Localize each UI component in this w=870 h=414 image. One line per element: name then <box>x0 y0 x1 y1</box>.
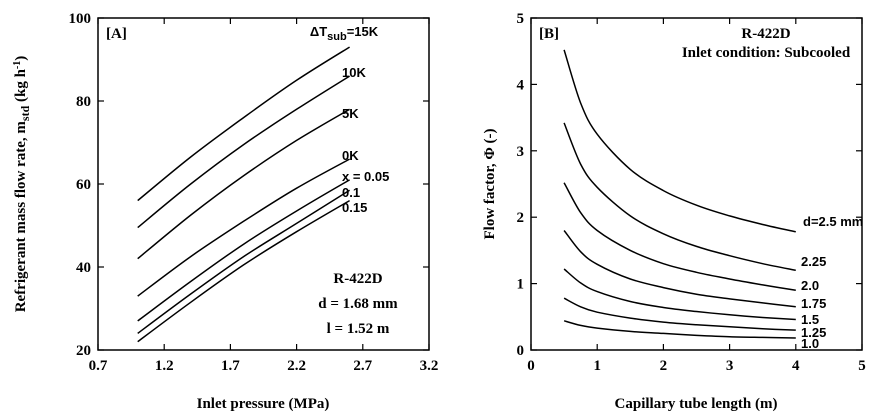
panel-a-x-tick-label: 2.7 <box>353 358 372 374</box>
panel-a-series-line-6 <box>137 199 350 343</box>
panel-a-top-label-prefix: ΔT <box>310 24 327 39</box>
panel-b-y-tick-label: 5 <box>517 11 525 27</box>
panel-a-y-label-sub: std <box>18 105 32 121</box>
panel-a-y-tick-label: 40 <box>76 260 91 276</box>
panel-b-series-label-20: 2.0 <box>801 278 819 293</box>
panel-b-series-line-5 <box>563 297 796 331</box>
panel-b-y-tick-label: 2 <box>517 210 525 226</box>
panel-b-label: [B] <box>539 26 559 42</box>
panel-a-y-label-main: Refrigerant mass flow rate, m <box>13 121 29 313</box>
panel-a-series-label-10k: 10K <box>342 65 366 80</box>
panel-a-y-tick-label: 20 <box>76 343 91 359</box>
panel-b-title: R-422D <box>741 26 790 42</box>
panel-a-series-line-0 <box>137 46 350 202</box>
panel-a-x-tick-label: 2.2 <box>287 358 306 374</box>
panel-b-series <box>563 49 796 339</box>
panel-b-x-tick-label: 1 <box>593 358 601 374</box>
panel-a-y-tick-label: 80 <box>76 94 91 110</box>
panel-b-series-label-10: 1.0 <box>801 336 819 351</box>
panel-b-y-tick-label: 0 <box>517 343 525 359</box>
panel-b-y-tick-label: 1 <box>517 277 525 293</box>
panel-a-series-label-015: 0.15 <box>342 200 367 215</box>
panel-b-series-line-1 <box>563 122 796 272</box>
panel-a-y-label-sup: -1 <box>12 61 23 69</box>
panel-a-label: [A] <box>106 26 127 42</box>
panel-a-y-axis-label: Refrigerant mass flow rate, mstd (kg h-1… <box>12 56 32 313</box>
panel-a-series-line-4 <box>137 179 350 322</box>
panel-b-x-tick-label: 5 <box>858 358 866 374</box>
panel-b-x-tick-label: 3 <box>726 358 734 374</box>
panel-b-x-axis-label: Capillary tube length (m) <box>615 396 778 412</box>
panel-b-series-label-225: 2.25 <box>801 254 826 269</box>
panel-b-x-tick-label: 4 <box>792 358 800 374</box>
panel-b-x-tick-label: 0 <box>527 358 535 374</box>
panel-a-y-label-unit: (kg h <box>13 68 29 105</box>
panel-a-x-tick-label: 1.2 <box>155 358 174 374</box>
panel-b-subtitle: Inlet condition: Subcooled <box>682 45 851 61</box>
panel-a-series-label-01: 0.1 <box>342 185 360 200</box>
panel-a-x-axis-label: Inlet pressure (MPa) <box>197 396 330 412</box>
panel-a-top-label-suffix: =15K <box>347 24 379 39</box>
panel-a-series-line-5 <box>137 189 350 334</box>
panel-a-info-refrigerant: R-422D <box>333 271 382 287</box>
panel-a-series <box>137 46 350 343</box>
panel-b-series-line-3 <box>563 230 796 308</box>
panel-a-series-line-1 <box>137 75 350 229</box>
panel-a-series-label-5k: 5K <box>342 106 359 121</box>
panel-b-series-line-2 <box>563 182 796 291</box>
panel-a-top-series-label: ΔTsub=15K <box>310 24 379 43</box>
panel-b-series-line-0 <box>563 49 796 233</box>
panel-b-ticks: 0 1 2 3 4 5 0 1 2 3 4 5 <box>517 11 866 374</box>
panel-b-y-tick-label: 3 <box>517 144 525 160</box>
panel-b-series-label-15: 1.5 <box>801 312 819 327</box>
panel-a-x-tick-label: 0.7 <box>89 358 108 374</box>
panel-b-y-axis-label: Flow factor, Φ (-) <box>482 128 498 239</box>
panel-a-top-label-sub: sub <box>327 31 347 43</box>
panel-b-series-line-6 <box>563 320 796 339</box>
panel-a-series-line-2 <box>137 108 350 260</box>
panel-a-x-tick-label: 3.2 <box>420 358 439 374</box>
panel-a-y-tick-label: 60 <box>76 177 91 193</box>
panel-a-x-tick-label: 1.7 <box>221 358 240 374</box>
panel-a-series-line-3 <box>137 158 350 297</box>
panel-a-y-label-close: ) <box>13 56 29 61</box>
panel-b-series-line-4 <box>563 268 796 321</box>
panel-b: [B] R-422D Inlet condition: Subcooled 0 1… <box>482 11 866 412</box>
panel-a-series-label-0k: 0K <box>342 148 359 163</box>
panel-a-info-length: l = 1.52 m <box>327 321 390 337</box>
panel-b-x-tick-label: 2 <box>660 358 668 374</box>
panel-b-y-tick-label: 4 <box>517 77 525 93</box>
panel-b-series-label-175: 1.75 <box>801 296 826 311</box>
panel-a-info-diameter: d = 1.68 mm <box>318 296 398 312</box>
panel-a-y-tick-label: 100 <box>69 11 92 27</box>
panel-b-plot-frame <box>530 17 863 351</box>
panel-b-series-label-d25: d=2.5 mm <box>803 214 863 229</box>
panel-a-series-label-x005: x = 0.05 <box>342 169 389 184</box>
panel-a: [A] 0.7 1.2 1.7 2.2 2.7 3.2 20 40 60 80 100 ΔTsub=… <box>12 11 438 412</box>
panel-b-series-label-125: 1.25 <box>801 325 826 340</box>
panel-a-ticks: 0.7 1.2 1.7 2.2 2.7 3.2 20 40 60 80 100 <box>69 11 439 374</box>
